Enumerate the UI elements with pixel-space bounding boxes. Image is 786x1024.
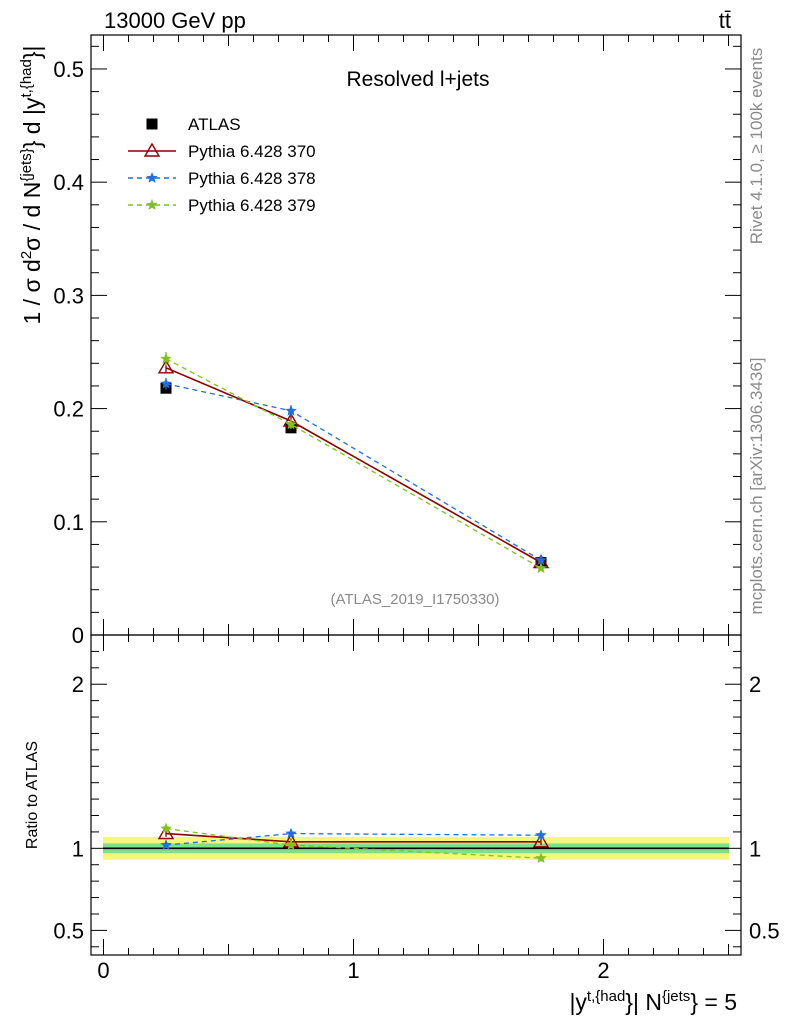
y-axis-label: 1 / σ d2σ / d N{jets}} d |yt,{had}| <box>18 46 45 325</box>
mcplots-label: mcplots.cern.ch [arXiv:1306.3436] <box>747 357 766 614</box>
ratio-point <box>535 852 547 863</box>
legend-label: Pythia 6.428 379 <box>188 196 316 215</box>
y-axis-label-part: }| <box>19 46 45 60</box>
data-point <box>285 418 297 430</box>
series-pythia-6-428-378 <box>160 377 547 566</box>
y-tick-label: 2 <box>72 672 84 697</box>
process-label-top: t <box>719 8 725 33</box>
x-tick-label: 2 <box>597 958 609 983</box>
process-label-antitop: t̄ <box>725 8 731 33</box>
y-axis-label-part: t,{had <box>18 59 35 97</box>
y-axis-label-part: 1 / σ d <box>19 259 45 324</box>
data-point <box>160 352 172 364</box>
y-axis-label-part: {jets} <box>18 148 35 181</box>
series-line <box>165 358 542 569</box>
x-axis-label-part: } = 5 <box>690 989 737 1015</box>
y-tick-label: 0 <box>72 623 84 648</box>
legend-marker <box>143 142 161 157</box>
x-axis-label: |yt,{had}| N{jets} = 5 <box>569 988 737 1015</box>
y-tick-label: 0.3 <box>53 283 84 308</box>
data-point <box>535 562 547 574</box>
energy-label: 13000 GeV pp <box>104 8 246 33</box>
data-point <box>535 554 547 566</box>
ratio-series-pythia-6-428-379 <box>160 822 547 863</box>
legend-marker <box>146 172 158 183</box>
ratio-line <box>165 832 542 846</box>
analysis-id: (ATLAS_2019_I1750330) <box>330 591 499 608</box>
y-axis-label-part: } d |y <box>19 97 45 148</box>
data-point <box>157 359 175 374</box>
data-point <box>160 377 172 389</box>
x-axis-label-part: t,{had <box>587 988 625 1005</box>
series-pythia-6-428-370 <box>157 359 550 569</box>
y-tick-label: 0.2 <box>53 397 84 422</box>
y-tick-label: 0.5 <box>53 918 84 943</box>
ratio-series-pythia-6-428-378 <box>160 827 547 850</box>
x-tick-label: 0 <box>97 958 109 983</box>
ratio-point <box>157 825 175 840</box>
y-axis-label-part: 2 <box>18 251 35 259</box>
ratio-point <box>285 839 297 850</box>
series-atlas <box>160 382 547 569</box>
y-tick-label: 1 <box>72 836 84 861</box>
legend-marker <box>146 199 158 210</box>
legend-label: Pythia 6.428 378 <box>188 169 316 188</box>
y-tick-label-right: 0.5 <box>749 918 780 943</box>
ratio-frame <box>90 634 742 956</box>
ratio-panel: 0.5 0.5 1 1 2 2 0 1 2 Ratio to ATLAS |yt,{had}| N{… <box>24 634 780 1015</box>
series-line <box>165 367 542 564</box>
y-axis-label-part: σ / d N <box>19 182 45 251</box>
y-tick-label: 0.5 <box>53 57 84 82</box>
ratio-point <box>285 827 297 839</box>
data-point <box>285 404 297 416</box>
x-axis-label-part: |y <box>569 989 587 1015</box>
ratio-point <box>532 833 550 848</box>
x-axis-label-part: {jets <box>662 988 690 1005</box>
rivet-version-label: Rivet 4.1.0, ≥ 100k events <box>747 48 766 244</box>
ratio-point <box>160 839 172 850</box>
y-tick-label: 0.4 <box>53 170 84 195</box>
ratio-point <box>160 822 172 834</box>
x-tick-label: 1 <box>347 958 359 983</box>
y-tick-label-right: 2 <box>749 672 761 697</box>
y-tick-label-right: 1 <box>749 836 761 861</box>
x-axis-label-part: }| N <box>625 989 662 1015</box>
ratio-point <box>535 829 547 841</box>
legend: ATLAS Pythia 6.428 370 Pythia 6.428 378 Pyt… <box>128 115 316 215</box>
legend-label: Pythia 6.428 370 <box>188 142 316 161</box>
main-panel: 0.1 0.2 0.3 0.4 0.5 0 1 / σ d2σ / d N{jets}} d… <box>18 34 742 648</box>
process-label: tt̄ <box>719 8 731 33</box>
legend-label: ATLAS <box>188 115 241 134</box>
y-tick-label: 0.1 <box>53 510 84 535</box>
legend-marker <box>146 118 158 130</box>
series-line <box>165 383 542 561</box>
panel-title: Resolved l+jets <box>347 68 490 91</box>
series-pythia-6-428-379 <box>160 351 547 574</box>
ratio-y-axis-label: Ratio to ATLAS <box>24 741 41 849</box>
